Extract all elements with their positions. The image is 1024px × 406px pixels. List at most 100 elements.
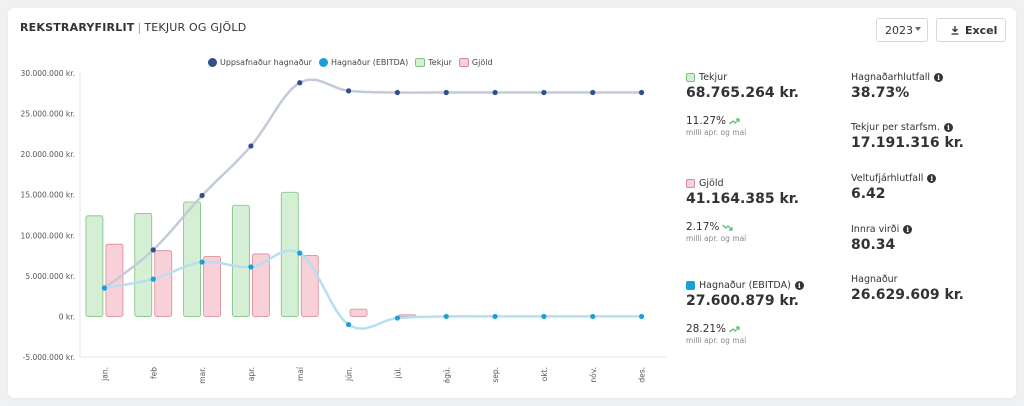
excel-export-button[interactable]: Excel [936,18,1006,42]
stat-swatch [686,73,695,82]
legend-item-accumulated[interactable]: Uppsafnaður hagnaður [208,58,312,67]
accumulated-point [492,89,498,96]
stat-value: 17.191.316 kr. [851,135,964,151]
stat-value: 6.42 [851,186,886,202]
legend-item-revenue[interactable]: Tekjur [415,58,452,67]
download-icon [951,26,959,35]
chart-legend: Uppsafnaður hagnaður Hagnaður (EBITDA) T… [208,58,493,67]
legend-item-costs[interactable]: Gjöld [458,58,493,67]
y-tick-label: 5.000.000 kr. [25,272,75,281]
ebitda-point [541,313,547,320]
stat-swatch [686,179,695,188]
x-tick-label: feb [149,367,158,379]
accumulated-point [199,192,205,199]
stat-label: Hagnaðarhlutfall i [851,72,944,83]
stat-profit: Hagnaður 26.629.609 kr. [851,274,964,303]
ebitda-point [199,259,205,265]
stat-label-text: Hagnaðarhlutfall [851,72,931,83]
stat-change-caption: milli apr. og maí [686,336,747,345]
stat-current-ratio: Veltufjárhlutfall i 6.42 [851,173,937,202]
y-tick-label: -5.000.000 kr. [23,353,75,362]
caret-down-icon [915,27,921,31]
stat-label-text: Tekjur [699,72,728,83]
accumulated-point [443,89,449,96]
info-icon[interactable]: i [934,73,944,82]
info-icon[interactable]: i [943,123,953,132]
ebitda-point [248,264,254,270]
stat-change: 28.21% [686,323,804,335]
stat-value: 27.600.879 kr. [686,293,799,309]
ebitda-point [638,313,645,320]
stat-label: Innra virði i [851,224,913,235]
stat-label-text: Veltufjárhlutfall [851,173,924,184]
legend-swatch [458,58,469,67]
x-tick-label: maí [296,366,305,381]
ebitda-point [443,313,449,320]
stat-revenue: Tekjur 68.765.264 kr. 11.27% milli apr. og … [686,72,799,137]
stat-change-value: 11.27% [686,115,727,127]
stat-book-value: Innra virði i 80.34 [851,224,913,253]
stat-label-text: Tekjur per starfsm. [851,122,940,133]
cost-bar [154,250,173,317]
page-title: REKSTRARYFIRLIT | TEKJUR OG GJÖLD [20,21,246,34]
ebitda-point [345,321,352,328]
revenue-cost-chart: 30.000.000 kr. 25.000.000 kr. 20.000.000 k… [21,69,666,384]
stat-label-text: Hagnaður (EBITDA) [699,280,791,291]
stat-change: 2.17% [686,221,799,233]
y-tick-label: 25.000.000 kr. [21,110,75,119]
trend-up-icon [729,117,740,124]
legend-item-ebitda[interactable]: Hagnaður (EBITDA) [318,58,409,67]
stat-change: 11.27% [686,115,799,127]
revenue-bar [85,215,104,317]
trend-up-icon [729,325,740,332]
year-value: 2023 [885,24,913,37]
accumulated-point [541,89,547,96]
y-tick-label: 20.000.000 kr. [21,150,75,159]
info-icon[interactable]: i [927,174,937,183]
stat-value: 80.34 [851,237,896,253]
stat-label: Tekjur [686,72,799,83]
stat-revenue-per-employee: Tekjur per starfsm. i 17.191.316 kr. [851,122,964,151]
accumulated-point [590,89,596,96]
ebitda-point [297,250,303,256]
legend-label: Tekjur [428,58,452,67]
stat-change-value: 2.17% [686,221,720,233]
stat-label: Veltufjárhlutfall i [851,173,937,184]
info-icon[interactable]: i [903,225,913,234]
legend-label: Hagnaður (EBITDA) [330,58,409,67]
ebitda-point [590,313,596,320]
x-tick-label: sep. [491,367,500,383]
stat-label-text: Hagnaður [851,274,898,285]
stat-value: 26.629.609 kr. [851,287,964,303]
cost-bar [203,255,221,317]
year-select[interactable]: 2023 [876,18,928,42]
ebitda-point [101,285,108,291]
ebitda-point [492,313,498,320]
y-tick-label: 0 kr. [59,312,75,321]
legend-label: Gjöld [471,58,493,67]
x-tick-label: apr. [247,367,256,381]
legend-swatch [318,58,328,67]
overview-card: REKSTRARYFIRLIT | TEKJUR OG GJÖLD 2023 Exc… [8,8,1016,398]
y-tick-label: 10.000.000 kr. [21,231,75,240]
accumulated-point [638,89,645,96]
title-sub: TEKJUR OG GJÖLD [144,21,247,34]
stat-change-value: 28.21% [686,323,727,335]
stat-value: 38.73% [851,85,910,101]
x-tick-label: jún. [345,367,354,382]
stat-profit-margin: Hagnaðarhlutfall i 38.73% [851,72,944,101]
stat-costs: Gjöld 41.164.385 kr. 2.17% milli apr. og ma… [686,178,799,243]
y-tick-label: 15.000.000 kr. [21,191,75,200]
x-tick-label: des. [638,367,647,383]
ebitda-point [150,276,156,282]
accumulated-point [394,89,401,96]
stat-label: Hagnaður (EBITDA) i [686,280,804,291]
stat-change-caption: milli apr. og maí [686,234,747,243]
x-tick-label: ágú. [442,367,451,384]
x-tick-label: nóv. [589,367,598,383]
x-tick-label: okt. [540,367,549,381]
info-icon[interactable]: i [794,281,804,290]
excel-label: Excel [965,24,998,37]
cost-bar [252,253,270,317]
stat-swatch [686,281,695,290]
